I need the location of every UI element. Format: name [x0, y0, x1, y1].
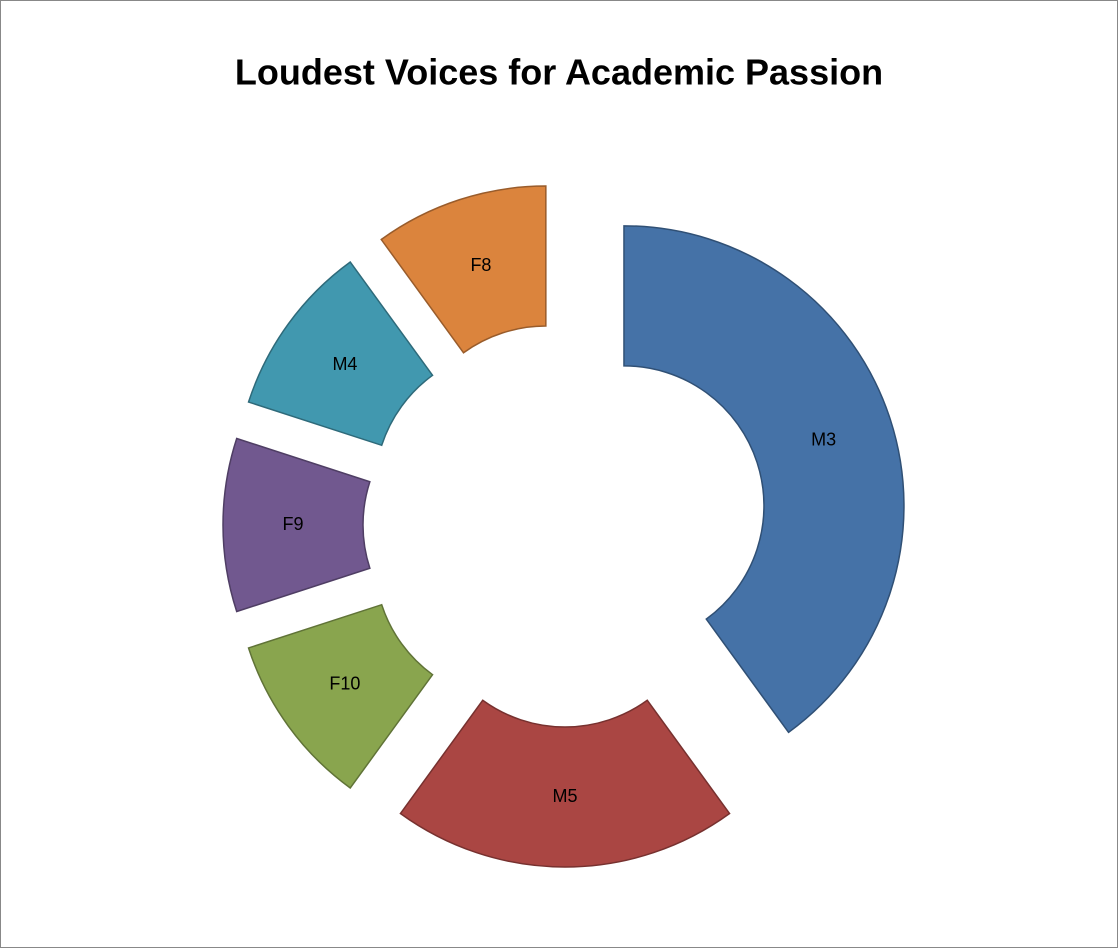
chart-title: Loudest Voices for Academic Passion — [235, 52, 883, 93]
segment-label: F10 — [329, 674, 360, 694]
segment-label: F8 — [470, 255, 491, 275]
donut-segment — [380, 185, 547, 354]
segment-label: M5 — [552, 786, 577, 806]
segment-label: M4 — [332, 354, 357, 374]
donut-segment — [247, 603, 434, 790]
donut-segment — [399, 699, 731, 868]
donut-segment — [247, 260, 434, 447]
segment-label: F9 — [282, 514, 303, 534]
donut-segment — [623, 225, 905, 734]
donut-segment — [222, 437, 371, 613]
segment-label: M3 — [811, 430, 836, 450]
